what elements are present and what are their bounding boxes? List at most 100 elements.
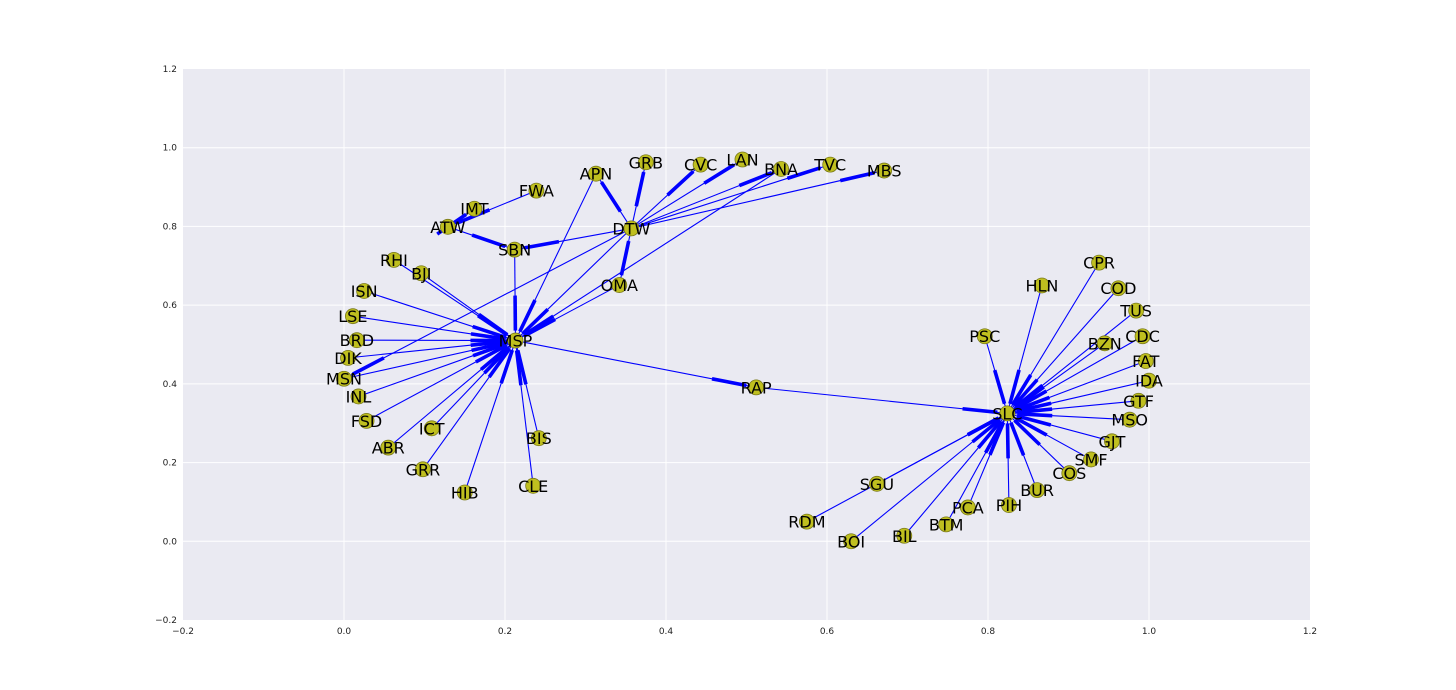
edge-arrow-DTW-CVC <box>666 170 695 197</box>
edge-arrow-DTW-LAN <box>703 163 735 185</box>
edge-arrow-MSP-RAP <box>711 377 747 388</box>
x-tick-label: 0.2 <box>498 627 512 637</box>
edge-arrow-DTW-MSP <box>521 307 550 335</box>
x-tick-label: 0.8 <box>981 627 996 637</box>
y-axis-ticks: −0.2 0.0 0.2 0.4 0.6 0.8 1.0 1.2 <box>155 65 177 626</box>
node-label-psc: PSC <box>969 327 1000 346</box>
edge-arrow-LSE-MSP <box>470 332 506 341</box>
node-label-rap: RAP <box>741 378 772 397</box>
node-rdm <box>798 513 815 530</box>
node-label-brd: BRD <box>340 331 374 350</box>
node-label-msp: MSP <box>499 332 533 351</box>
node-hln <box>1034 277 1050 294</box>
node-label-gjt: GJT <box>1099 432 1126 451</box>
y-tick-label: −0.2 <box>155 616 177 626</box>
node-label-bur: BUR <box>1020 481 1054 500</box>
node-bur <box>1029 482 1046 499</box>
edge-arrow-GTF-SLC <box>1017 407 1053 415</box>
node-bji <box>413 265 430 282</box>
node-apn <box>588 165 604 182</box>
edge-arrow-HIB-MSP <box>499 349 515 384</box>
node-label-apn: APN <box>580 165 613 184</box>
node-label-boi: BOI <box>837 532 865 551</box>
node-label-fwa: FWA <box>519 182 554 201</box>
edge-arrow-GJT-SLC <box>1016 414 1052 427</box>
node-brd <box>348 332 365 349</box>
node-gjt <box>1104 433 1120 450</box>
node-label-bna: BNA <box>764 160 798 179</box>
node-lse <box>344 308 361 325</box>
node-label-oma: OMA <box>601 276 638 295</box>
edge-arrow-PIH-SLC <box>1005 423 1010 459</box>
edge-arrow-GRR-MSP <box>487 347 512 379</box>
node-bna <box>773 161 790 177</box>
x-tick-label: 0.4 <box>659 627 674 637</box>
node-label-btm: BTM <box>929 515 964 534</box>
edge-arrow-IDA-SLC <box>1016 401 1052 413</box>
node-label-inl: INL <box>346 387 372 406</box>
node-label-pca: PCA <box>952 498 984 517</box>
node-label-msn: MSN <box>326 370 362 389</box>
node-label-fsd: FSD <box>351 412 382 431</box>
node-label-lan: LAN <box>726 151 758 170</box>
edge-arrow-FSD-MSP <box>475 343 508 364</box>
node-label-bji: BJI <box>411 264 431 283</box>
node-hib <box>456 484 473 501</box>
node-label-imt: IMT <box>460 200 489 219</box>
node-label-pih: PIH <box>996 496 1022 515</box>
node-pih <box>1001 497 1017 513</box>
node-label-sbn: SBN <box>498 241 531 260</box>
node-isn <box>356 283 373 299</box>
node-label-hln: HLN <box>1025 276 1058 295</box>
node-dik <box>340 349 356 366</box>
node-label-cle: CLE <box>518 477 548 496</box>
edge-arrow-DTW-MSN <box>352 356 385 376</box>
node-fsd <box>358 412 375 429</box>
node-label-cvc: CVC <box>684 156 717 175</box>
node-bis <box>530 430 547 447</box>
edge-arrow-CLE-MSP <box>514 350 523 386</box>
edge-BNA-MSP <box>515 168 782 342</box>
node-smf <box>1083 451 1099 468</box>
grid-lines <box>183 69 1310 620</box>
edge-arrow-BUR-SLC <box>1009 422 1026 456</box>
edge-arrow-ABR-MSP <box>479 345 509 371</box>
edge-arrow-DTW-MBS <box>839 171 875 183</box>
node-fwa <box>528 182 545 199</box>
node-label-smf: SMF <box>1074 450 1107 469</box>
node-bzn <box>1096 335 1113 352</box>
node-btm <box>938 516 955 533</box>
x-tick-label: 0.0 <box>337 627 352 637</box>
edge-arrow-CPR-SLC <box>1010 374 1033 406</box>
edge-arrow-DTW-BNA <box>738 170 773 188</box>
node-tus <box>1128 302 1145 319</box>
node-label-grr: GRR <box>406 460 441 479</box>
node-oma <box>611 277 628 293</box>
edge-arrow-SMF-SLC <box>1015 416 1048 437</box>
node-label-abr: ABR <box>372 439 405 458</box>
node-dtw <box>623 220 640 237</box>
y-tick-label: 0.8 <box>163 222 178 232</box>
edge-arrow-COD-SLC <box>1012 378 1039 408</box>
node-atw <box>439 218 456 235</box>
y-tick-label: 1.0 <box>163 144 178 154</box>
node-slc <box>999 405 1016 422</box>
edge-arrow-COS-SLC <box>1013 419 1041 446</box>
edge-arrow-BTM-SLC <box>984 421 1005 454</box>
node-label-cpr: CPR <box>1083 254 1115 273</box>
edge-arrow-BOI-SLC <box>971 418 1001 444</box>
edge-arrow-BNA-MSP <box>522 314 555 337</box>
edge-arrow-ISN-MSP <box>472 324 507 340</box>
node-label-gtf: GTF <box>1123 392 1154 411</box>
node-label-lse: LSE <box>338 307 367 326</box>
node-grb <box>637 154 654 171</box>
node-mso <box>1121 411 1138 428</box>
node-label-ida: IDA <box>1135 372 1163 391</box>
node-cos <box>1061 465 1078 482</box>
y-tick-label: 1.2 <box>163 65 177 75</box>
node-pca <box>959 499 976 516</box>
x-tick-label: 1.2 <box>1303 627 1317 637</box>
node-rap <box>748 379 765 396</box>
